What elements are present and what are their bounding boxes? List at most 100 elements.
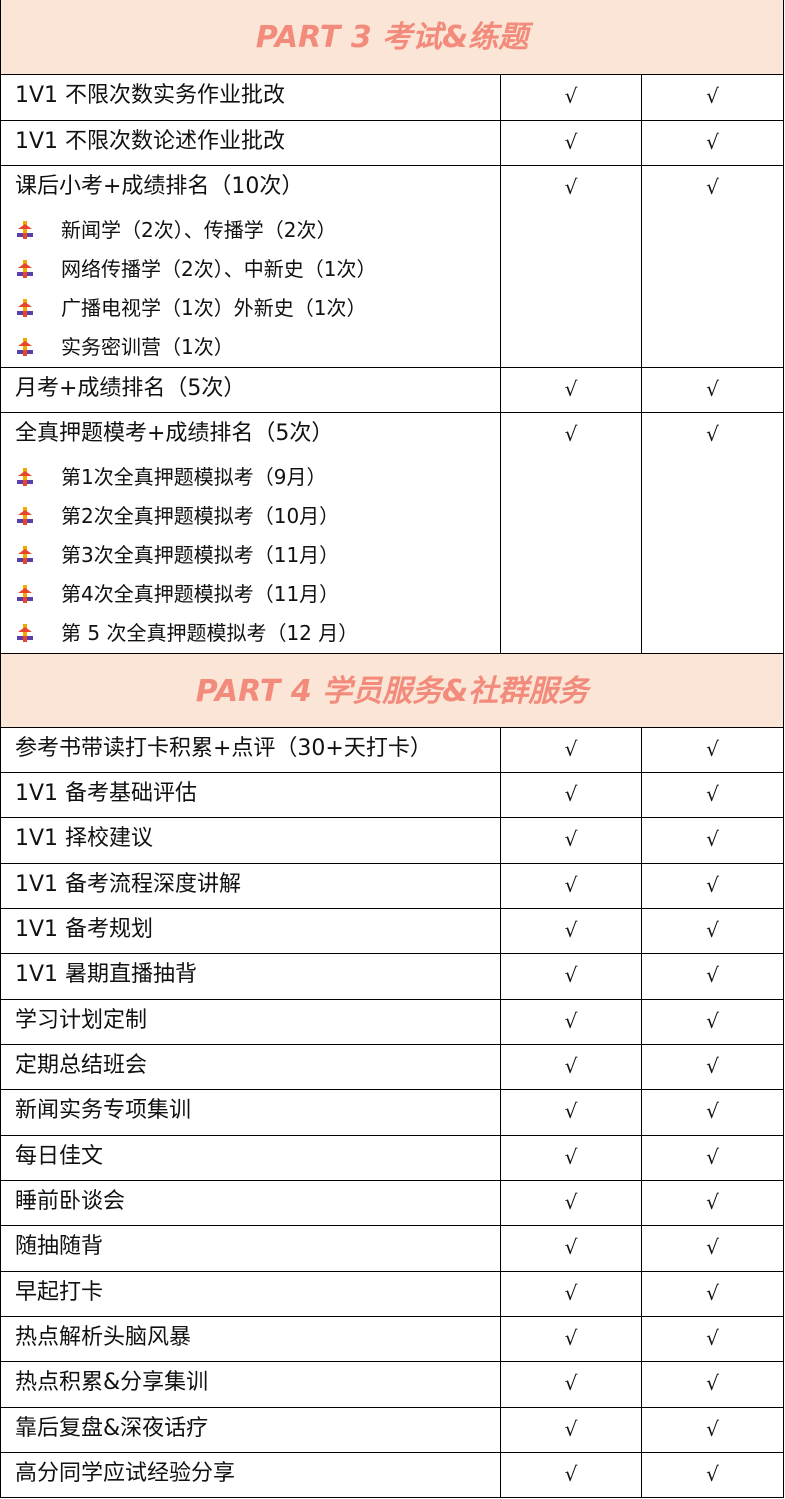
check-cell: √ [501,727,642,772]
check-cell: √ [642,728,783,772]
check-mark: √ [564,963,578,988]
label-cell: 1V1 不限次数实务作业批改 [1,75,501,120]
check-cell: √ [501,1453,642,1498]
check-cell: √ [642,818,783,862]
section-title: PART 4 学员服务&社群服务 [195,673,589,709]
check-mark: √ [706,1008,719,1033]
label-cell: 热点积累&分享集训 [1,1362,501,1407]
label-cell: 学习计划定制 [1,999,501,1044]
row-label: 1V1 择校建议 [15,826,154,852]
check-mark: √ [564,1144,578,1169]
row-label: 1V1 备考基础评估 [15,780,198,806]
check-mark: √ [706,1053,719,1078]
check-cell: √ [642,1453,783,1497]
check-mark: √ [706,917,719,942]
label-cell: 随抽随背 [1,1226,501,1271]
check-mark: √ [564,1008,578,1033]
row-label: 靠后复盘&深夜话疗 [15,1415,209,1441]
check-mark: √ [564,1325,578,1350]
check-mark: √ [706,963,719,988]
check-cell: √ [642,121,783,166]
sub-item: 实务密训营（1次） [15,327,500,366]
label-cell: 睡前卧谈会 [1,1180,501,1226]
check-cell: √ [501,908,642,954]
check-cell: √ [501,120,642,165]
row-label: 1V1 备考流程深度讲解 [15,871,242,897]
check-mark: √ [706,1462,719,1486]
check-mark: √ [564,129,578,154]
table-row: 睡前卧谈会 √ √ [1,1180,783,1227]
sub-item: 广播电视学（1次）外新史（1次） [15,288,500,327]
label-cell: 靠后复盘&深夜话疗 [1,1407,501,1452]
table-row: 1V1 不限次数论述作业批改 √ √ [1,120,783,166]
label-cell: 参考书带读打卡积累+点评（30+天打卡） [1,727,501,772]
row-label: 热点积累&分享集训 [15,1370,209,1396]
row-label: 早起打卡 [15,1279,104,1305]
check-cell: √ [642,1000,783,1044]
label-cell: 新闻实务专项集训 [1,1090,501,1135]
check-cell: √ [501,772,642,818]
check-mark: √ [706,1371,719,1396]
label-cell: 每日佳文 [1,1135,501,1180]
check-cell: √ [501,367,642,412]
check-cell: √ [501,818,642,863]
check-cell: √ [501,1044,642,1090]
table-row: 1V1 不限次数实务作业批改 √ √ [1,75,783,121]
table-row: 1V1 备考规划 √ √ [1,908,783,955]
label-cell: 月考+成绩排名（5次） [1,367,501,412]
bullet-icon [17,545,33,564]
check-mark: √ [564,736,578,761]
check-mark: √ [564,84,578,108]
row-label: 1V1 不限次数论述作业批改 [15,128,286,154]
row-label: 月考+成绩排名（5次） [15,375,246,401]
sub-item: 第 5 次全真押题模拟考（12 月） [15,613,500,652]
row-label: 学习计划定制 [15,1007,148,1033]
row-label: 随抽随背 [15,1234,104,1260]
check-cell: √ [642,413,783,653]
sub-item-text: 广播电视学（1次）外新史（1次） [61,295,367,320]
check-cell: √ [642,1408,783,1452]
table-row: 新闻实务专项集训 √ √ [1,1090,783,1136]
label-cell: 1V1 不限次数论述作业批改 [1,120,501,165]
row-label: 睡前卧谈会 [15,1188,126,1214]
check-cell: √ [501,75,642,120]
bullet-icon [17,506,33,525]
table-row: 定期总结班会 √ √ [1,1044,783,1091]
section-header: PART 4 学员服务&社群服务 [1,653,783,728]
check-cell: √ [501,1362,642,1407]
check-cell: √ [642,1045,783,1089]
table-row: 1V1 备考基础评估 √ √ [1,772,783,819]
bullet-icon [17,584,33,603]
check-mark: √ [706,175,719,199]
table-row: 1V1 暑期直播抽背 √ √ [1,954,783,1000]
sub-item: 第1次全真押题模拟考（9月） [15,457,500,496]
label-cell: 全真押题模考+成绩排名（5次） 第1次全真押题模拟考（9月） 第2次全真押题模拟考（… [1,413,501,653]
label-cell: 热点解析头脑风暴 [1,1316,501,1362]
table-row: 参考书带读打卡积累+点评（30+天打卡） √ √ [1,727,783,773]
check-mark: √ [706,827,719,852]
bullet-icon [17,259,33,278]
check-cell: √ [501,166,642,367]
check-mark: √ [564,1371,578,1396]
check-mark: √ [564,1462,578,1486]
sub-item-text: 第 5 次全真押题模拟考（12 月） [61,620,359,645]
check-mark: √ [706,1416,719,1441]
check-cell: √ [501,1135,642,1180]
table-row: 1V1 择校建议 √ √ [1,818,783,864]
sub-item-text: 新闻学（2次）、传播学（2次） [61,217,337,242]
check-cell: √ [642,1181,783,1225]
check-cell: √ [501,999,642,1044]
bullet-icon [17,298,33,317]
check-cell: √ [501,1226,642,1271]
label-cell: 高分同学应试经验分享 [1,1453,501,1498]
sub-item: 网络传播学（2次）、中新史（1次） [15,249,500,288]
table-row: 月考+成绩排名（5次） √ √ [1,367,783,413]
check-cell: √ [642,954,783,998]
row-label: 新闻实务专项集训 [15,1098,192,1124]
label-cell: 课后小考+成绩排名（10次） 新闻学（2次）、传播学（2次） 网络传播学（2次）、中… [1,166,501,367]
row-label: 每日佳文 [15,1143,104,1169]
check-mark: √ [564,872,578,897]
section-title: PART 3 考试&练题 [255,20,529,55]
label-cell: 1V1 备考规划 [1,908,501,954]
